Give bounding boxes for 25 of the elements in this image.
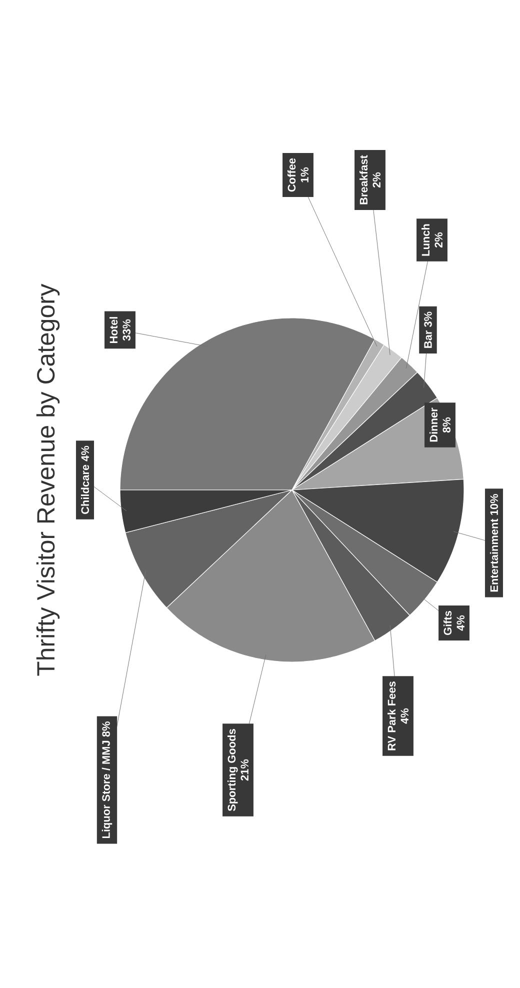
- data-label: 21%: [240, 759, 248, 781]
- data-label: 8%: [442, 417, 450, 433]
- slice-label: Dinner: [429, 408, 438, 442]
- slice-label: Breakfast: [360, 155, 368, 204]
- data-label: 33%: [122, 319, 130, 341]
- data-label: 10%: [490, 494, 498, 515]
- data-label: 2%: [372, 172, 380, 188]
- slice-label: Entertainment: [490, 518, 498, 592]
- slice-label: Gifts: [444, 610, 452, 636]
- data-label: 4%: [400, 708, 408, 724]
- data-label: 1%: [300, 167, 308, 182]
- data-label: 2%: [434, 232, 442, 248]
- data-label: 3%: [424, 312, 432, 327]
- slice-label: Coffee: [288, 158, 296, 192]
- slice-label: Hotel: [109, 317, 118, 343]
- slice-label: Bar: [424, 330, 432, 348]
- slice-label: Sporting Goods: [228, 729, 238, 812]
- data-label: 4%: [81, 446, 89, 462]
- slice-label: Lunch: [422, 224, 430, 256]
- slice-label: Liquor Store / MMJ: [102, 740, 112, 838]
- data-label: 8%: [102, 722, 110, 737]
- text: Thrifty Visitor Revenue by Category: [36, 284, 60, 676]
- slice-label: RV Park Fees: [388, 682, 396, 750]
- slice-label: Childcare: [80, 464, 90, 514]
- data-label: 4%: [456, 615, 464, 631]
